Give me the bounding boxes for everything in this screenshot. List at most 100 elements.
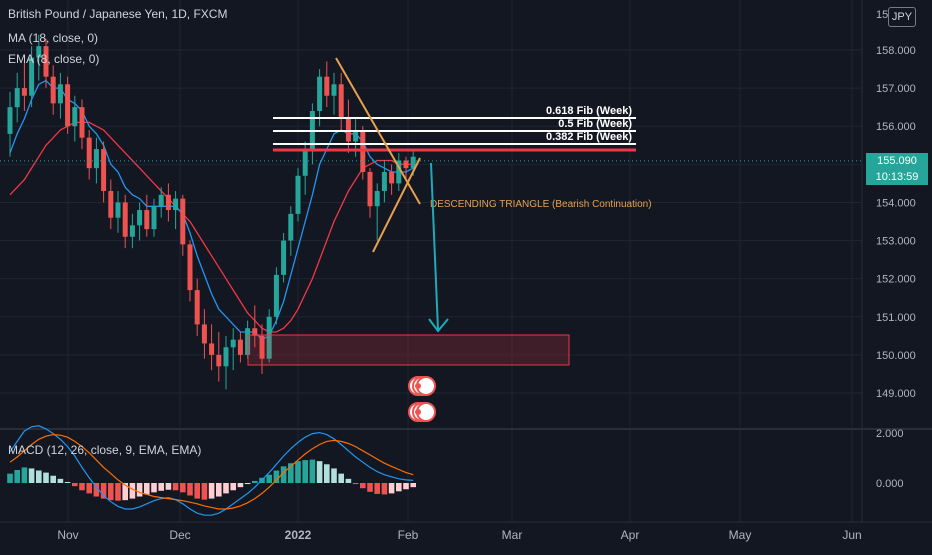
- ma-legend[interactable]: MA (18, close, 0): [8, 31, 99, 45]
- macd-histogram-bar: [57, 478, 64, 483]
- candle-body: [108, 191, 114, 218]
- candle-body: [129, 225, 135, 237]
- candle-body: [281, 240, 287, 275]
- macd-histogram-bar: [280, 466, 287, 483]
- macd-legend[interactable]: MACD (12, 26, close, 9, EMA, EMA): [8, 443, 202, 457]
- candle-body: [201, 324, 207, 344]
- macd-histogram-bar: [230, 483, 236, 491]
- macd-tick-label: 2.000: [876, 428, 904, 440]
- triangle-upper-line[interactable]: [335, 57, 421, 205]
- macd-histogram-bar: [216, 483, 222, 497]
- fib-label: 0.5 Fib (Week): [558, 118, 632, 130]
- axes: 149.000 150.000 151.000 152.000 153.000 154.0…: [57, 9, 915, 542]
- candle-body: [273, 274, 279, 317]
- drawings: 0.618 Fib (Week)0.5 Fib (Week)0.382 Fib …: [0, 57, 862, 422]
- candle-body: [216, 354, 222, 367]
- time-tick-label: Jun: [842, 528, 861, 542]
- candle-body: [79, 107, 85, 138]
- candle-body: [302, 149, 308, 176]
- candle-body: [50, 76, 56, 104]
- macd-histogram-bar: [122, 483, 128, 501]
- macd-histogram-bar: [352, 483, 359, 485]
- price-tick-label: 150.000: [876, 350, 916, 362]
- macd-histogram-bar: [302, 460, 308, 483]
- macd-histogram-bar: [309, 459, 316, 483]
- time-tick-label: May: [729, 528, 752, 542]
- ema-legend[interactable]: EMA (8, close, 0): [8, 52, 100, 66]
- candle-body: [21, 88, 27, 96]
- projection-arrow-shaft[interactable]: [430, 162, 439, 331]
- time-tick-label: Apr: [621, 528, 640, 542]
- candle-body: [165, 194, 171, 211]
- last-price-tag: 155.090: [866, 153, 928, 169]
- pattern-label: DESCENDING TRIANGLE (Bearish Continuatio…: [430, 199, 652, 210]
- macd-histogram-bar: [28, 468, 35, 483]
- candle-body: [331, 84, 337, 96]
- macd-histogram-bar: [237, 483, 244, 488]
- event-icon[interactable]: [408, 402, 436, 422]
- macd-histogram-bar: [295, 461, 301, 483]
- candle-body: [72, 107, 78, 127]
- signal-line: [9, 433, 414, 510]
- macd-histogram-bar: [223, 483, 229, 494]
- macd-histogram-bar: [345, 478, 352, 483]
- candle-body: [389, 171, 395, 184]
- macd-histogram-bar: [316, 461, 323, 483]
- candle-body: [266, 316, 272, 359]
- macd-histogram-bar: [338, 473, 344, 483]
- time-tick-label: Nov: [57, 528, 78, 542]
- macd-histogram-bar: [381, 483, 388, 495]
- candle-body: [259, 335, 265, 359]
- event-icon-dot: [415, 409, 421, 415]
- candle-body: [29, 57, 35, 96]
- ma-line: [9, 121, 414, 333]
- candle-body: [374, 191, 380, 207]
- macd-histogram-bar: [158, 483, 164, 491]
- macd-histogram-bar: [288, 463, 294, 483]
- candle-body: [237, 339, 243, 355]
- candle-body: [353, 130, 359, 142]
- macd-histogram-bar: [360, 483, 366, 489]
- macd-histogram-bar: [21, 467, 28, 483]
- target-zone[interactable]: [247, 334, 570, 366]
- macd-histogram-bar: [324, 464, 330, 483]
- candle-body: [338, 84, 344, 119]
- candle-body: [14, 88, 20, 108]
- candle-body: [101, 149, 107, 192]
- candle-body: [137, 210, 143, 226]
- time-tick-label: Feb: [398, 528, 419, 542]
- currency-button[interactable]: JPY: [888, 7, 916, 27]
- candle-body: [381, 171, 387, 192]
- time-tick-label: Dec: [169, 528, 190, 542]
- event-icon[interactable]: [408, 376, 436, 396]
- candle-body: [288, 213, 294, 241]
- candle-body: [43, 46, 49, 77]
- candle-body: [295, 175, 301, 214]
- price-tick-label: 152.000: [876, 274, 916, 286]
- macd-histogram-bar: [50, 475, 56, 483]
- candle-body: [223, 347, 229, 367]
- ma-path: [9, 121, 414, 333]
- macd-histogram-bar: [367, 483, 373, 492]
- projection-arrow-head[interactable]: [428, 318, 449, 333]
- macd-histogram-bar: [396, 483, 402, 492]
- macd-histogram-bar: [100, 483, 107, 499]
- macd-histogram-bar: [136, 483, 143, 497]
- triangle-lower-line[interactable]: [372, 157, 421, 253]
- bar-countdown: 10:13:59: [866, 169, 928, 185]
- candle-body: [324, 76, 330, 96]
- macd-histogram-bar: [144, 483, 150, 495]
- candle-body: [122, 202, 128, 237]
- macd-histogram-bar: [86, 483, 92, 494]
- macd-histogram-bar: [194, 483, 200, 499]
- symbol-title[interactable]: British Pound / Japanese Yen, 1D, FXCM: [8, 7, 228, 21]
- macd-histogram-bar: [79, 483, 85, 491]
- macd-histogram-bar: [374, 483, 380, 494]
- candle-body: [65, 84, 71, 127]
- macd-line: [9, 425, 414, 516]
- candle-body: [187, 244, 193, 291]
- candle-body: [230, 339, 236, 348]
- macd-histogram-bar: [108, 483, 114, 501]
